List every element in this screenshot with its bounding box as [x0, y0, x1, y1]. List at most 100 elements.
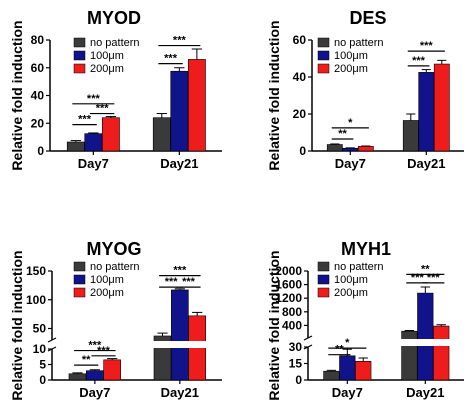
legend-label: 200μm [334, 287, 368, 299]
axis-break-mark [47, 337, 57, 343]
legend-swatch [73, 63, 86, 74]
y-axis-label: Relative fold induction [9, 20, 25, 170]
legend-swatch [317, 63, 330, 74]
legend-swatch [73, 287, 86, 298]
bar-200m [433, 325, 450, 381]
significance-label: *** [78, 114, 92, 126]
significance-label: ** [82, 354, 91, 366]
chart-title: MYOG [86, 239, 141, 259]
significance-label: * [348, 117, 353, 129]
bar-200m [103, 359, 121, 381]
significance-label: *** [173, 265, 187, 277]
significance-label: *** [97, 345, 111, 357]
bar-100m [86, 370, 104, 381]
x-category-label: Day7 [79, 385, 110, 400]
legend-label: 200μm [90, 287, 124, 299]
legend-label: no pattern [90, 37, 140, 49]
bar-nopattern [401, 330, 418, 381]
legend-swatch [317, 287, 330, 298]
y-tick-label: 50 [33, 322, 47, 336]
chart-panel-myh1: MYH1 Relative fold induction 4008001200160… [266, 239, 464, 401]
legend-label: 200μm [90, 63, 124, 75]
legend-label: no pattern [334, 37, 384, 49]
legend-label: no pattern [334, 261, 384, 273]
significance-label: ** [335, 344, 344, 356]
bar-nopattern [66, 141, 85, 152]
y-tick-label: 5 [39, 358, 46, 372]
y-tick-label: 40 [293, 70, 307, 84]
bar-break-gap [416, 339, 435, 346]
y-tick-label: 30 [289, 340, 303, 354]
significance-label: ** [421, 263, 430, 275]
legend-label: 100μm [90, 50, 124, 62]
bar-200m [101, 117, 120, 152]
chart-panel-myog: MYOG Relative fold induction 50 100 150 05 10 D… [9, 239, 222, 401]
legend-label: 100μm [90, 274, 124, 286]
significance-label: ** [338, 128, 347, 140]
significance-label: *** [87, 93, 101, 105]
bar-nopattern [323, 370, 340, 381]
chart-panel-myod: MYOD Relative fold induction 0 20 40 60 80 Day7… [9, 8, 222, 171]
significance-label: *** [88, 340, 102, 352]
legend-swatch [73, 274, 86, 285]
bar-200m [357, 146, 374, 152]
y-tick-label: 800 [282, 305, 302, 319]
bar-nopattern [402, 120, 419, 152]
y-tick-label: 60 [31, 61, 45, 75]
y-tick-label: 100 [26, 293, 46, 307]
chart-title: MYH1 [341, 239, 391, 259]
x-category-label: Day21 [161, 385, 199, 400]
x-category-label: Day21 [407, 156, 445, 171]
y-tick-label: 20 [31, 116, 45, 130]
bar-nopattern [68, 373, 87, 381]
bar-100m [418, 72, 435, 152]
y-tick-label: 400 [282, 318, 302, 332]
legend-swatch [317, 37, 330, 48]
chart-title: MYOD [87, 8, 141, 28]
y-tick-label: 60 [293, 33, 307, 47]
significance-label: *** [164, 53, 178, 65]
y-axis-label: Relative fold induction [266, 250, 282, 400]
significance-label: *** [165, 276, 179, 288]
y-tick-label: 0 [39, 373, 46, 387]
bar-break-gap [170, 341, 190, 348]
y-tick-label: 0 [299, 144, 306, 158]
bar-200m [433, 63, 450, 152]
bar-100m [84, 133, 103, 152]
bar-200m [355, 360, 372, 381]
legend-swatch [317, 261, 330, 272]
chart-panel-des: DES Relative fold induction 0 20 40 60 Day7 Day… [266, 8, 464, 171]
legend-label: no pattern [90, 261, 140, 273]
bar-break-gap [187, 341, 207, 348]
y-tick-label: 2000 [275, 264, 302, 278]
x-category-label: Day7 [332, 385, 363, 400]
significance-label: *** [173, 35, 187, 47]
y-tick-label: 150 [26, 264, 46, 278]
x-category-label: Day7 [78, 156, 109, 171]
significance-label: *** [96, 103, 110, 115]
bar-100m [342, 147, 359, 152]
bar-100m [339, 355, 356, 381]
significance-label: *** [420, 40, 434, 52]
legend-swatch [73, 50, 86, 61]
legend-swatch [317, 50, 330, 61]
y-tick-label: 10 [33, 342, 47, 356]
significance-label: * [345, 337, 350, 349]
bar-break-gap [432, 339, 451, 346]
x-category-label: Day21 [160, 156, 198, 171]
x-category-label: Day7 [335, 156, 366, 171]
legend-swatch [73, 261, 86, 272]
y-tick-label: 40 [31, 89, 45, 103]
y-tick-label: 0 [37, 144, 44, 158]
bar-break-gap [400, 339, 419, 346]
bar-nopattern [152, 117, 171, 152]
bar-break-gap [153, 341, 172, 348]
y-tick-label: 80 [31, 33, 45, 47]
legend-swatch [317, 274, 330, 285]
y-tick-label: 0 [295, 373, 302, 387]
legend-label: 100μm [334, 50, 368, 62]
bar-nopattern [326, 144, 343, 152]
legend-label: 200μm [334, 63, 368, 75]
legend-label: 100μm [334, 274, 368, 286]
